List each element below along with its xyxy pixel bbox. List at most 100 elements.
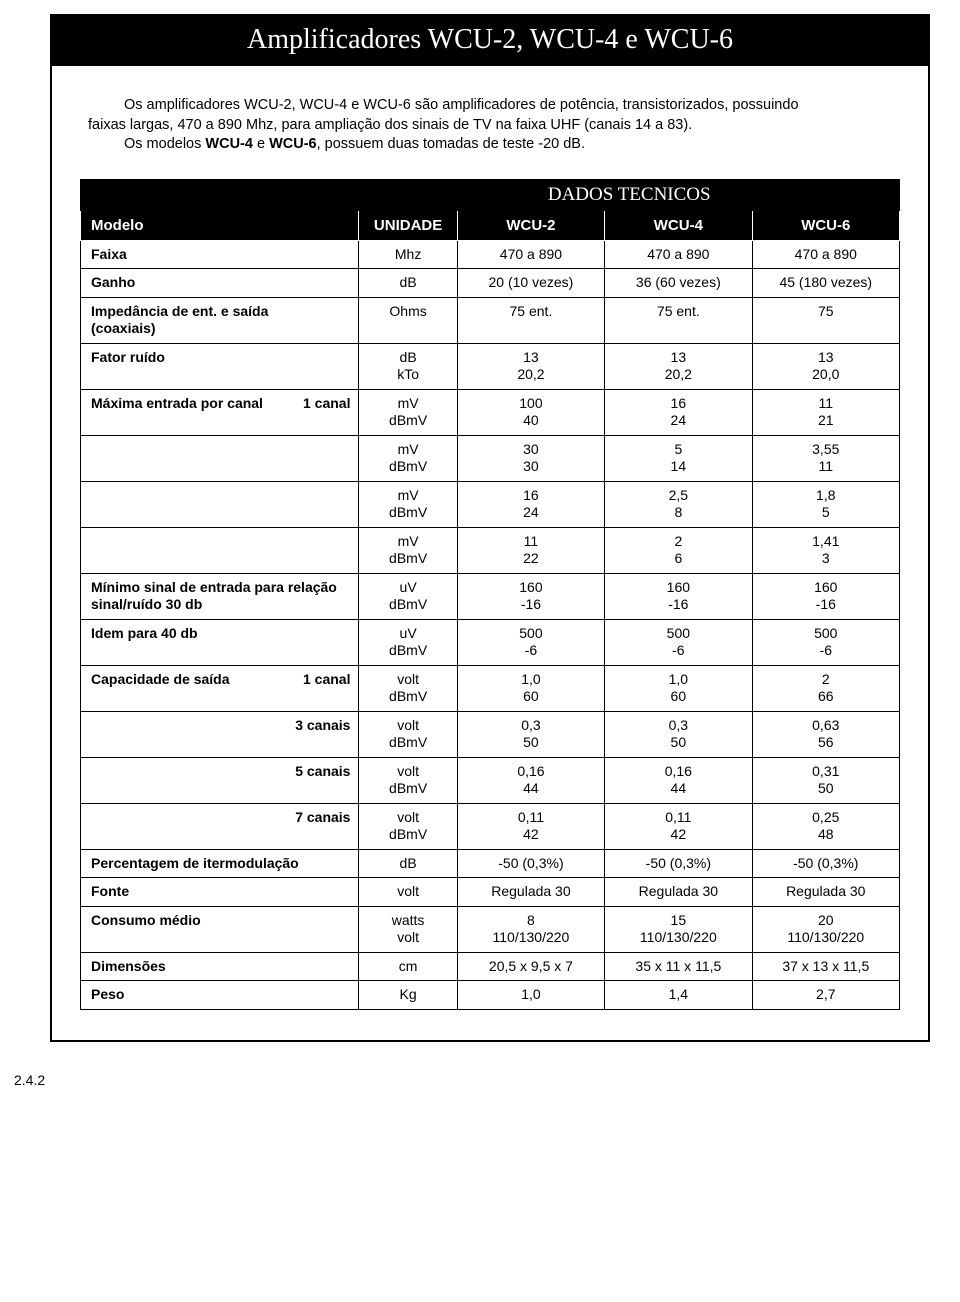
row-value: 160-16 <box>457 573 604 619</box>
row-unit: Ohms <box>359 297 457 343</box>
row-label: Capacidade de saída 1 canal <box>81 665 359 711</box>
page-frame: Amplificadores WCU-2, WCU-4 e WCU-6 Os a… <box>50 14 930 1042</box>
row-label: 7 canais <box>81 803 359 849</box>
column-header: WCU-6 <box>752 210 899 240</box>
column-header: UNIDADE <box>359 210 457 240</box>
row-value: 1320,0 <box>752 343 899 389</box>
row-unit: voltdBmV <box>359 757 457 803</box>
row-value: 500-6 <box>457 619 604 665</box>
row-value: 75 ent. <box>605 297 752 343</box>
row-unit: cm <box>359 952 457 981</box>
row-value: 1,4 <box>605 981 752 1010</box>
row-value: 45 (180 vezes) <box>752 269 899 298</box>
table-row: Dimensõescm20,5 x 9,5 x 735 x 11 x 11,53… <box>81 952 900 981</box>
column-header: WCU-2 <box>457 210 604 240</box>
table-row: mVdBmV1122261,413 <box>81 527 900 573</box>
row-unit: Kg <box>359 981 457 1010</box>
row-value: 15110/130/220 <box>605 906 752 952</box>
row-value: 0,6356 <box>752 711 899 757</box>
table-row: Consumo médiowattsvolt8110/130/22015110/… <box>81 906 900 952</box>
row-value: 1,0 <box>457 981 604 1010</box>
table-row: PesoKg1,01,42,7 <box>81 981 900 1010</box>
row-label: Máxima entrada por canal 1 canal <box>81 389 359 435</box>
row-value: 26 <box>605 527 752 573</box>
row-value: 10040 <box>457 389 604 435</box>
row-value: 514 <box>605 435 752 481</box>
row-label: 5 canais <box>81 757 359 803</box>
table-row: Impedância de ent. e saída(coaxiais)Ohms… <box>81 297 900 343</box>
row-value: -50 (0,3%) <box>457 849 604 878</box>
row-value: 1,413 <box>752 527 899 573</box>
row-unit: volt <box>359 878 457 907</box>
row-value: 1624 <box>457 481 604 527</box>
row-value: Regulada 30 <box>605 878 752 907</box>
row-value: 1122 <box>457 527 604 573</box>
table-row: Máxima entrada por canal 1 canalmVdBmV10… <box>81 389 900 435</box>
row-unit: Mhz <box>359 240 457 269</box>
row-label <box>81 435 359 481</box>
row-value: 1121 <box>752 389 899 435</box>
row-value: 2,7 <box>752 981 899 1010</box>
row-unit: wattsvolt <box>359 906 457 952</box>
column-header: Modelo <box>81 210 359 240</box>
row-value: 0,1142 <box>457 803 604 849</box>
row-value: 1624 <box>605 389 752 435</box>
table-row: Idem para 40 dbuVdBmV500-6500-6500-6 <box>81 619 900 665</box>
row-value: 0,350 <box>605 711 752 757</box>
table-row: 7 canaisvoltdBmV0,11420,11420,2548 <box>81 803 900 849</box>
row-value: 160-16 <box>752 573 899 619</box>
row-unit: mVdBmV <box>359 389 457 435</box>
row-value: Regulada 30 <box>457 878 604 907</box>
row-unit: voltdBmV <box>359 711 457 757</box>
row-label: Faixa <box>81 240 359 269</box>
row-value: 1320,2 <box>605 343 752 389</box>
footer-code: 2.4.2 <box>14 1072 960 1088</box>
row-unit: dB <box>359 269 457 298</box>
section-title-blank <box>81 179 359 210</box>
intro-paragraph: Os amplificadores WCU-2, WCU-4 e WCU-6 s… <box>52 66 928 165</box>
row-label <box>81 527 359 573</box>
spec-table: DADOS TECNICOSModeloUNIDADEWCU-2WCU-4WCU… <box>80 179 900 1010</box>
table-row: GanhodB20 (10 vezes)36 (60 vezes)45 (180… <box>81 269 900 298</box>
row-value: 1,060 <box>457 665 604 711</box>
spec-table-body: DADOS TECNICOSModeloUNIDADEWCU-2WCU-4WCU… <box>81 179 900 1009</box>
row-value: 0,1644 <box>457 757 604 803</box>
table-row: mVdBmV30305143,5511 <box>81 435 900 481</box>
row-label: Mínimo sinal de entrada para relaçãosina… <box>81 573 359 619</box>
row-value: 1,060 <box>605 665 752 711</box>
row-value: 0,350 <box>457 711 604 757</box>
row-unit: voltdBmV <box>359 665 457 711</box>
row-label: Impedância de ent. e saída(coaxiais) <box>81 297 359 343</box>
page-title: Amplificadores WCU-2, WCU-4 e WCU-6 <box>52 16 928 66</box>
row-unit: mVdBmV <box>359 435 457 481</box>
table-row: Percentagem de itermodulaçãodB-50 (0,3%)… <box>81 849 900 878</box>
row-unit: mVdBmV <box>359 527 457 573</box>
row-value: 75 <box>752 297 899 343</box>
row-value: 0,3150 <box>752 757 899 803</box>
row-value: 266 <box>752 665 899 711</box>
row-value: 3,5511 <box>752 435 899 481</box>
column-header-row: ModeloUNIDADEWCU-2WCU-4WCU-6 <box>81 210 900 240</box>
row-value: 470 a 890 <box>752 240 899 269</box>
row-value: 160-16 <box>605 573 752 619</box>
row-value: 0,1142 <box>605 803 752 849</box>
row-value: 500-6 <box>605 619 752 665</box>
row-value: 35 x 11 x 11,5 <box>605 952 752 981</box>
row-value: 1,85 <box>752 481 899 527</box>
row-label: Fator ruído <box>81 343 359 389</box>
row-value: 20 (10 vezes) <box>457 269 604 298</box>
row-value: 37 x 13 x 11,5 <box>752 952 899 981</box>
row-value: 500-6 <box>752 619 899 665</box>
row-label: Consumo médio <box>81 906 359 952</box>
row-value: 0,1644 <box>605 757 752 803</box>
row-label: Percentagem de itermodulação <box>81 849 359 878</box>
row-unit: dB <box>359 849 457 878</box>
column-header: WCU-4 <box>605 210 752 240</box>
row-label: Ganho <box>81 269 359 298</box>
row-value: 1320,2 <box>457 343 604 389</box>
row-value: Regulada 30 <box>752 878 899 907</box>
row-label: 3 canais <box>81 711 359 757</box>
row-label: Peso <box>81 981 359 1010</box>
row-label <box>81 481 359 527</box>
row-value: 8110/130/220 <box>457 906 604 952</box>
